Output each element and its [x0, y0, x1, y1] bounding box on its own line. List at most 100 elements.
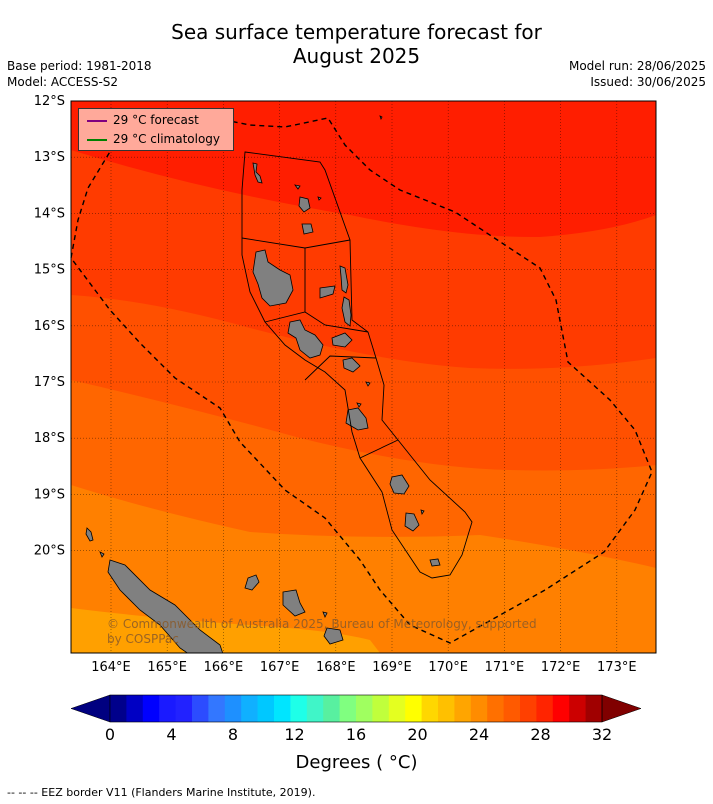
- lon-label: 164°E: [91, 660, 131, 675]
- aneityum-island: [429, 558, 441, 567]
- province-line-5: [359, 439, 399, 459]
- lat-label: 18°S: [34, 431, 65, 446]
- colorbar-swatch: [536, 695, 554, 722]
- colorbar-swatch: [159, 695, 177, 722]
- colorbar-swatch: [257, 695, 275, 722]
- erromango-island: [389, 474, 410, 495]
- colorbar-high-arrow: [601, 694, 642, 723]
- lon-label: 171°E: [485, 660, 525, 675]
- colorbar-label: Degrees ( °C): [295, 752, 418, 773]
- colorbar-swatch: [241, 695, 259, 722]
- colorbar-tick: 4: [166, 725, 176, 744]
- islet-vu-1: [294, 184, 301, 190]
- islet-vu-4: [420, 509, 425, 515]
- map-legend: 29 °C forecast 29 °C climatology: [78, 108, 234, 151]
- legend-forecast-label: 29 °C forecast: [113, 113, 199, 127]
- loyalty-island-2: [282, 589, 306, 617]
- lat-label: 12°S: [34, 94, 65, 109]
- lat-label: 15°S: [34, 263, 65, 278]
- copyright-line-1: © Commonwealth of Australia 2025, Bureau…: [107, 617, 537, 631]
- colorbar-swatch: [569, 695, 587, 722]
- islet-vu-6: [317, 196, 322, 201]
- copyright-line-2: by COSPPac: [107, 632, 179, 646]
- islet-nc-2: [99, 551, 105, 558]
- colorbar-swatch: [421, 695, 439, 722]
- model-run: Model run: 28/06/2025: [568, 59, 706, 73]
- lon-label: 167°E: [260, 660, 300, 675]
- lat-label: 19°S: [34, 487, 65, 502]
- lat-label: 14°S: [34, 206, 65, 221]
- vanuatu-boundary-outline: [241, 151, 473, 579]
- loyalty-island-1: [244, 574, 260, 591]
- lat-label: 16°S: [34, 319, 65, 334]
- pentecost-island: [341, 296, 352, 327]
- map-frame: [70, 100, 657, 654]
- maewo-island: [339, 265, 349, 294]
- colorbar-swatch: [274, 695, 291, 722]
- temperature-bands: [71, 101, 656, 653]
- band-25: [71, 485, 656, 653]
- islet-nc-1: [85, 527, 94, 542]
- meta-left: Base period: 1981-2018 Model: ACCESS-S2: [7, 58, 152, 90]
- lon-label: 173°E: [597, 660, 637, 675]
- colorbar-tick: 24: [469, 725, 489, 744]
- lat-label: 13°S: [34, 150, 65, 165]
- colorbar-tick: 16: [346, 725, 366, 744]
- loyalty-island-3: [323, 627, 344, 645]
- legend-forecast-swatch: [87, 119, 107, 122]
- colorbar-swatch: [454, 695, 472, 722]
- eez-footnote: -- -- -- EEZ border V11 (Flanders Marine…: [7, 786, 316, 799]
- colorbar-swatch: [438, 695, 455, 722]
- lon-label: 166°E: [204, 660, 244, 675]
- malekula-island: [287, 319, 324, 359]
- gaua-island: [301, 223, 314, 235]
- lon-label: 172°E: [541, 660, 581, 675]
- colorbar-swatch: [356, 695, 373, 722]
- colorbar-swatch: [503, 695, 521, 722]
- lon-label: 165°E: [147, 660, 187, 675]
- islet-vu-2: [365, 381, 371, 387]
- latitude-labels: 12°S 13°S 14°S 15°S 16°S 17°S 18°S 19°S 20°S: [34, 94, 65, 559]
- colorbar-swatch: [126, 695, 144, 722]
- colorbar-tick: 28: [530, 725, 550, 744]
- band-24: [71, 608, 380, 653]
- colorbar-tick: 8: [228, 725, 238, 744]
- colorbar-swatch: [388, 695, 406, 722]
- grid-lines: [71, 101, 656, 653]
- espiritu-santo-island: [252, 249, 294, 307]
- islet-nc-3: [322, 611, 328, 618]
- colorbar-swatch: [372, 695, 390, 722]
- colorbar-swatch: [487, 695, 505, 722]
- colorbar-swatch: [470, 695, 488, 722]
- colorbar-swatch: [520, 695, 537, 722]
- meta-right: Model run: 28/06/2025 Issued: 30/06/2025: [569, 58, 706, 90]
- chart-title: Sea surface temperature forecast for Aug…: [0, 20, 713, 68]
- colorbar-swatch: [110, 695, 127, 722]
- model-name: Model: ACCESS-S2: [7, 75, 119, 89]
- colorbar-swatch: [224, 695, 242, 722]
- vanua-lava-island: [298, 196, 311, 213]
- issued-date: Issued: 30/06/2025: [590, 75, 706, 89]
- colorbar-tick: 32: [592, 725, 612, 744]
- islet-vu-3: [356, 402, 362, 408]
- colorbar-tick: 12: [284, 725, 304, 744]
- title-line-2: August 2025: [292, 44, 421, 68]
- colorbar-swatch: [585, 695, 603, 722]
- title-line-1: Sea surface temperature forecast for: [171, 20, 542, 44]
- colorbar-tick: 0: [105, 725, 115, 744]
- colorbar-low-arrow: [70, 694, 111, 723]
- ambae-island: [319, 285, 336, 299]
- base-period: Base period: 1981-2018: [7, 59, 152, 73]
- copyright-notice: © Commonwealth of Australia 2025, Bureau…: [107, 617, 537, 647]
- colorbar-tick: 20: [407, 725, 427, 744]
- province-line-2: [264, 311, 369, 333]
- epi-island: [342, 357, 361, 373]
- colorbar-swatch: [208, 695, 226, 722]
- legend-climatology-label: 29 °C climatology: [113, 132, 221, 146]
- colorbar-swatch: [306, 695, 324, 722]
- land-masses: [85, 115, 441, 653]
- torres-islands: [252, 162, 263, 184]
- colorbar-frame: [109, 694, 603, 723]
- eez-border: [70, 117, 653, 644]
- colorbar: 0 4 8 12 16 20 24 28 32: [70, 694, 642, 744]
